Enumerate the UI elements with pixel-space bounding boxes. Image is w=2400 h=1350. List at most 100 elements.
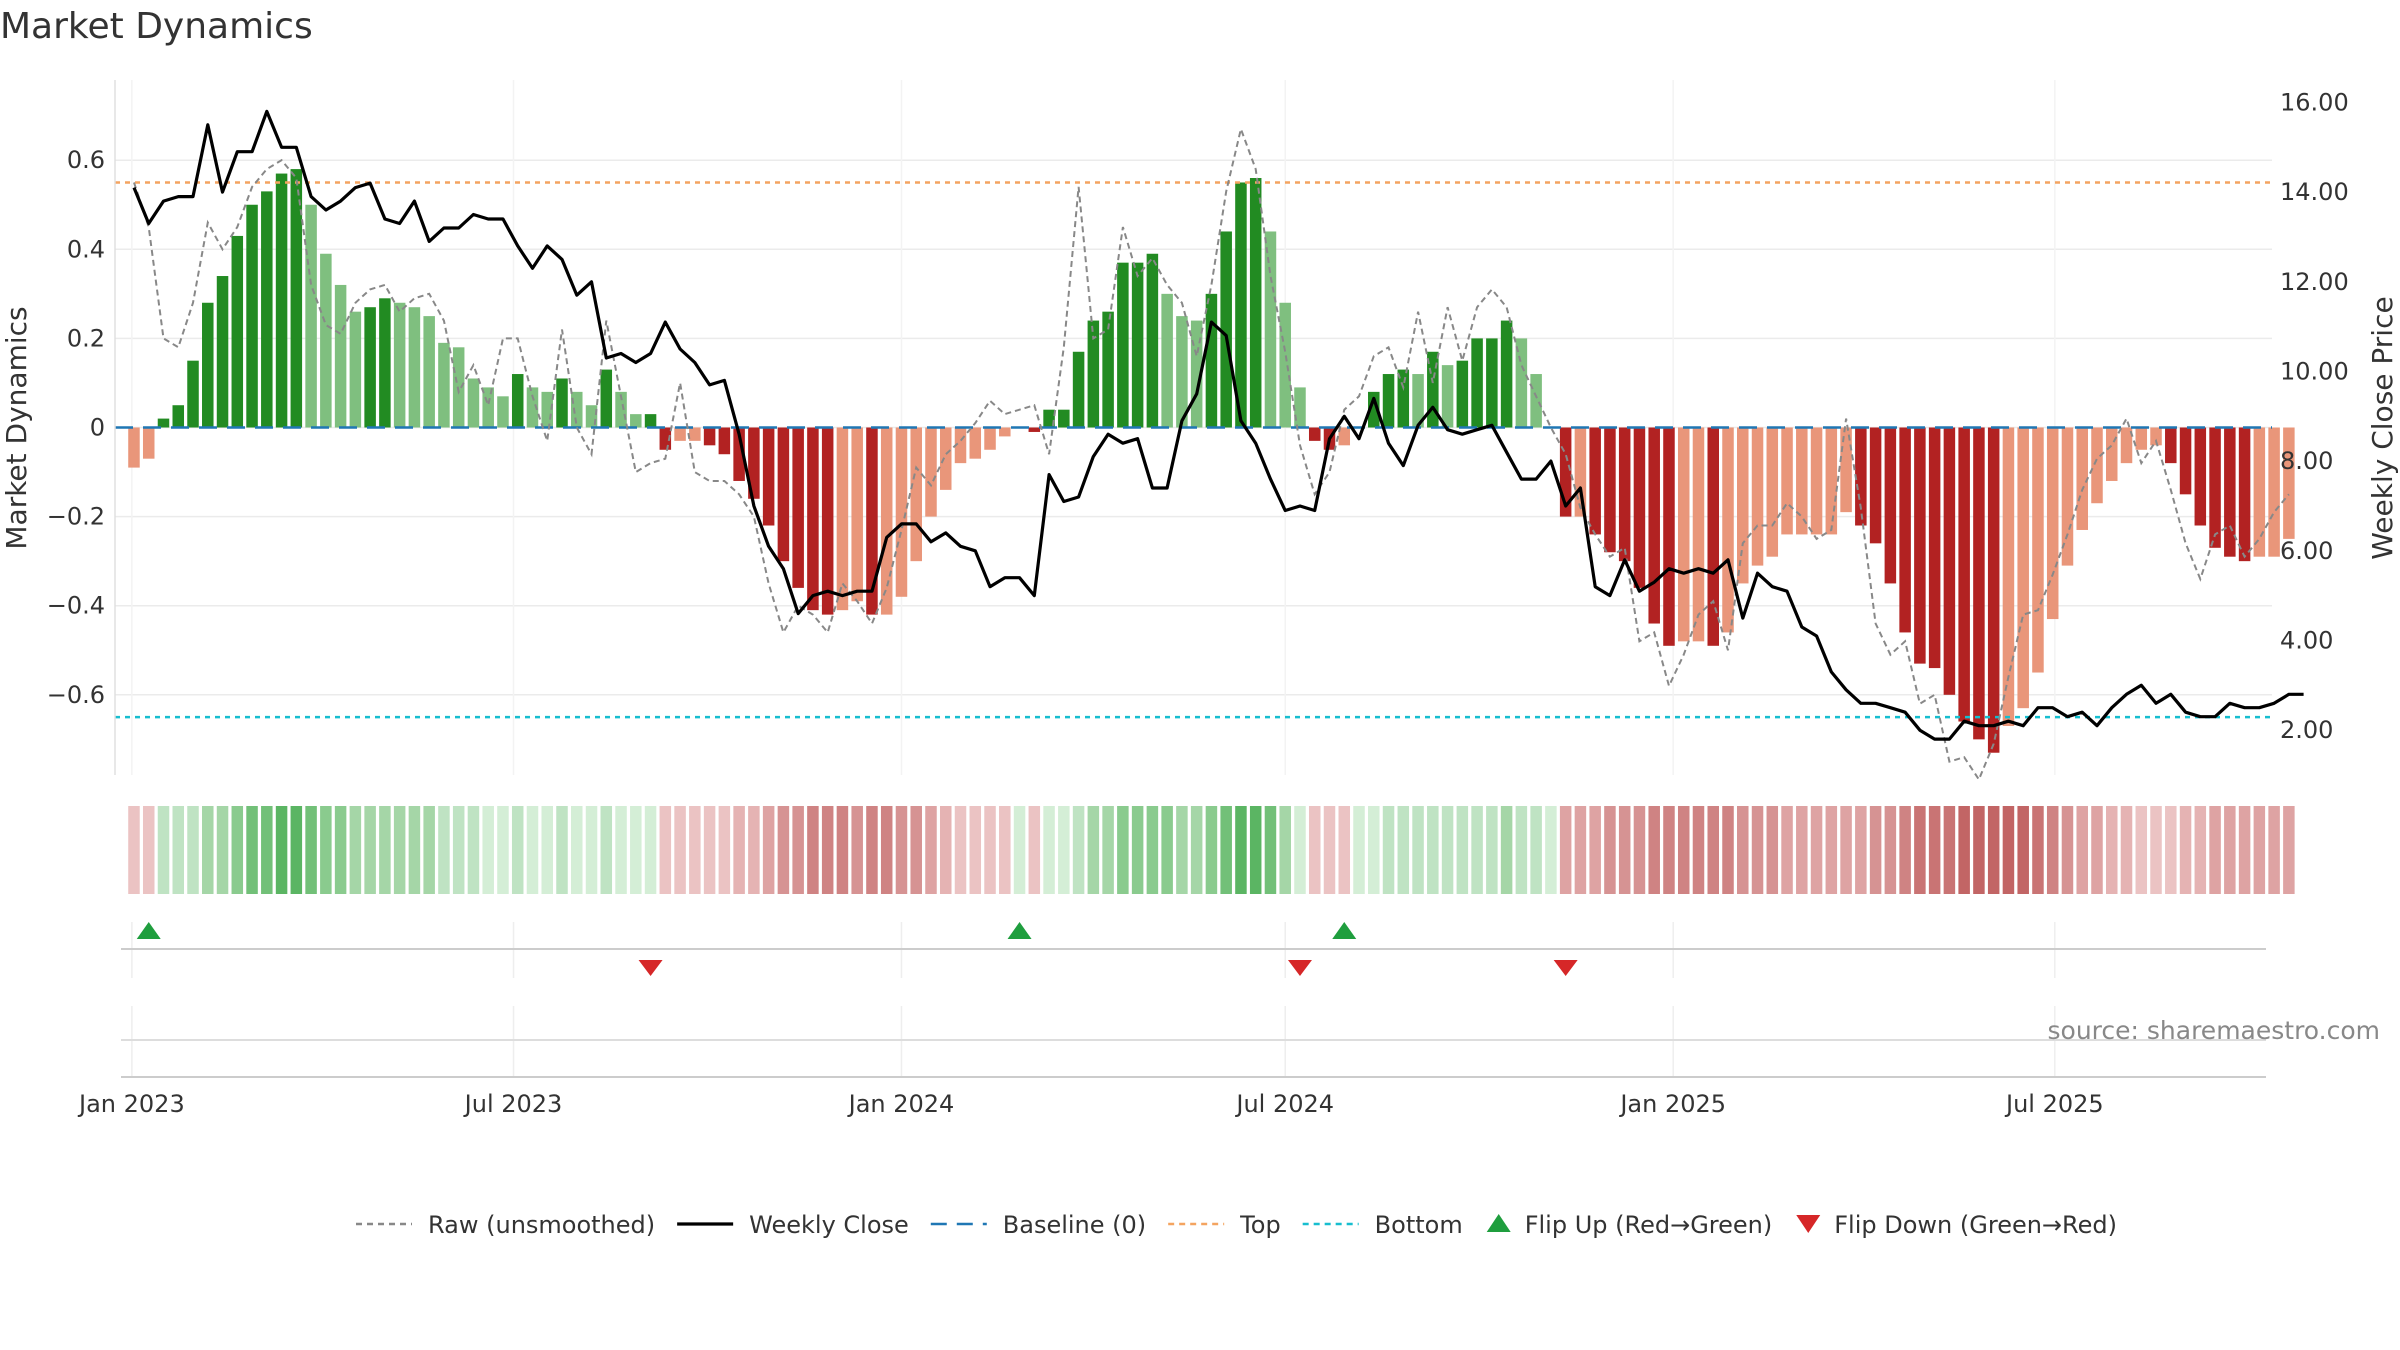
histogram-bar [644, 414, 657, 428]
histogram-bar [2165, 427, 2177, 464]
histogram-bar [939, 427, 952, 490]
regime-cell [1146, 806, 1159, 894]
weekly-close-line [132, 109, 2304, 741]
legend-swatch-flip-up [1486, 1214, 1511, 1232]
histogram-bar [984, 427, 996, 450]
regime-cell [1427, 806, 1439, 894]
histogram-bar [585, 405, 598, 428]
y-tick-right: 10.00 [2280, 357, 2349, 385]
histogram-bar [821, 427, 834, 615]
regime-cell [305, 806, 317, 894]
histogram-bar [482, 387, 494, 428]
regime-cell [1087, 806, 1100, 894]
regime-cell [880, 806, 893, 894]
histogram-bar [792, 427, 804, 588]
histogram-bar [526, 387, 539, 428]
histogram-bar [969, 427, 982, 459]
histogram-bar [438, 342, 450, 428]
regime-cell [1677, 806, 1690, 894]
regime-cell [157, 806, 170, 894]
y-axis-label-left: Market Dynamics [0, 306, 33, 549]
histogram-bar [2283, 427, 2295, 539]
regime-cell [1058, 806, 1070, 894]
histogram-bar [1943, 427, 1956, 695]
regime-cell [2268, 806, 2280, 894]
histogram-bar [1869, 427, 1882, 544]
regime-cell [1161, 806, 1173, 894]
histogram-bar [1176, 316, 1188, 428]
regime-cell [290, 806, 303, 894]
histogram-bar [895, 427, 908, 597]
legend-label: Raw (unsmoothed) [428, 1211, 655, 1239]
histogram-bar [1648, 427, 1660, 624]
histogram-bar [851, 427, 863, 602]
regime-cell [1323, 806, 1336, 894]
regime-cell [703, 806, 716, 894]
histogram-bar [2120, 427, 2133, 464]
regime-cell [2076, 806, 2088, 894]
histogram-bar [2061, 427, 2074, 566]
histogram-bar [1973, 427, 1985, 740]
flip-down-marker [1553, 960, 1578, 976]
regime-cell [379, 806, 391, 894]
regime-cell [585, 806, 598, 894]
regime-cell [1530, 806, 1542, 894]
y-tick-right: 16.00 [2280, 88, 2349, 116]
flip-markers-panel [121, 922, 2266, 978]
regime-cell [142, 806, 155, 894]
legend-label: Bottom [1375, 1211, 1463, 1239]
histogram-bar [1796, 427, 1808, 535]
histogram-bar [600, 369, 613, 428]
regime-cell [334, 806, 347, 894]
regime-cell [1958, 806, 1970, 894]
regime-cell [1368, 806, 1380, 894]
regime-cell [393, 806, 406, 894]
histogram-bar [202, 302, 214, 428]
regime-cell [482, 806, 494, 894]
regime-cell [2135, 806, 2148, 894]
histogram-bar [674, 427, 686, 441]
regime-cell [467, 806, 480, 894]
y-tick-right: 14.00 [2280, 178, 2349, 206]
y-tick-left: −0.6 [47, 681, 105, 709]
regime-cell [1869, 806, 1882, 894]
histogram-bar [777, 427, 790, 562]
regime-cell [1589, 806, 1601, 894]
regime-cell [659, 806, 672, 894]
regime-cell [187, 806, 199, 894]
regime-cell [1973, 806, 1985, 894]
legend-item-raw: Raw (unsmoothed) [356, 1211, 655, 1239]
regime-cell [939, 806, 952, 894]
regime-cell [571, 806, 583, 894]
regime-cell [999, 806, 1011, 894]
regime-cell [1397, 806, 1410, 894]
histogram-bar [1987, 427, 2000, 753]
regime-cell [1013, 806, 1026, 894]
regime-cell [2224, 806, 2236, 894]
regime-cell [1382, 806, 1395, 894]
histogram-bar [1663, 427, 1675, 646]
regime-cell [1604, 806, 1616, 894]
y-tick-right: 12.00 [2280, 268, 2349, 296]
histogram-bar [703, 427, 716, 446]
regime-cell [1737, 806, 1749, 894]
regime-cell [452, 806, 465, 894]
regime-cell [1810, 806, 1823, 894]
flip-up-marker [1332, 922, 1357, 939]
legend-item-flip-down: Flip Down (Green→Red) [1796, 1211, 2117, 1239]
regime-cell [615, 806, 627, 894]
regime-cell [320, 806, 332, 894]
histogram-bar [1737, 427, 1749, 584]
histogram-bar [379, 298, 391, 428]
regime-cell [1751, 806, 1764, 894]
y-tick-left: −0.2 [47, 503, 105, 531]
regime-cell [1190, 806, 1203, 894]
histogram-bar [1707, 427, 1720, 646]
regime-cell [644, 806, 657, 894]
histogram-bar [954, 427, 967, 464]
regime-cell [1486, 806, 1498, 894]
x-tick-label: Jul 2023 [463, 1090, 563, 1118]
histogram-bar [1589, 427, 1601, 535]
histogram-bar [1427, 351, 1439, 428]
x-tick-label: Jul 2025 [2004, 1090, 2104, 1118]
